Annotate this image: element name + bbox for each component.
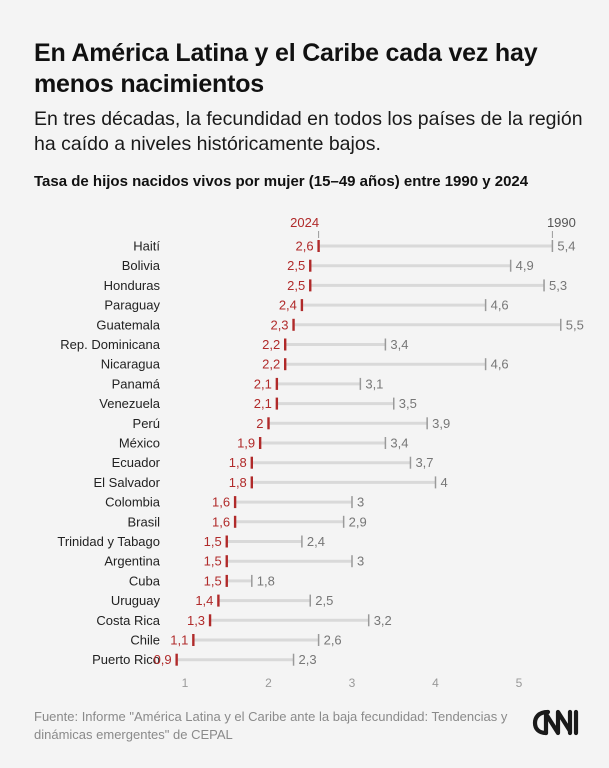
value-2024-label: 2,1 [254, 376, 272, 391]
country-label: Costa Rica [96, 613, 160, 628]
value-2024-label: 1,3 [187, 613, 205, 628]
value-1990-label: 4,9 [516, 258, 534, 273]
country-label: Venezuela [99, 396, 160, 411]
value-1990-label: 4,6 [491, 357, 509, 372]
source-note: Fuente: Informe "América Latina y el Car… [34, 709, 508, 742]
value-2024-label: 2,2 [262, 337, 280, 352]
country-label: México [119, 436, 160, 451]
value-2024-label: 1,8 [229, 475, 247, 490]
value-1990-label: 3 [357, 554, 364, 569]
country-label: Brasil [127, 514, 160, 529]
page-title: En América Latina y el Caribe cada vez h… [34, 39, 538, 98]
value-2024-label: 1,9 [237, 436, 255, 451]
value-1990-label: 1,8 [257, 573, 275, 588]
cnn-logo [532, 702, 584, 742]
value-1990-label: 3,4 [390, 436, 408, 451]
value-1990-label: 5,5 [566, 317, 584, 332]
country-label: Uruguay [111, 593, 161, 608]
value-2024-label: 2,1 [254, 396, 272, 411]
value-2024-label: 1,8 [229, 455, 247, 470]
value-2024-label: 2,5 [287, 258, 305, 273]
value-2024-label: 2,6 [296, 239, 314, 254]
value-2024-label: 2 [256, 416, 263, 431]
country-label: Haití [133, 239, 160, 254]
value-1990-label: 3,9 [432, 416, 450, 431]
value-2024-label: 1,5 [204, 534, 222, 549]
value-1990-label: 3,7 [415, 455, 433, 470]
x-tick-label: 1 [182, 676, 189, 690]
country-label: Rep. Dominicana [60, 337, 160, 352]
country-label: Honduras [104, 278, 161, 293]
value-1990-label: 3,5 [399, 396, 417, 411]
value-2024-label: 1,6 [212, 495, 230, 510]
value-2024-label: 1,5 [204, 573, 222, 588]
value-1990-label: 4,6 [491, 298, 509, 313]
value-2024-label: 2,3 [270, 317, 288, 332]
value-1990-label: 2,9 [349, 514, 367, 529]
value-1990-label: 4 [441, 475, 448, 490]
country-label: Ecuador [112, 455, 161, 470]
country-label: Guatemala [96, 317, 160, 332]
value-2024-label: 2,2 [262, 357, 280, 372]
value-2024-label: 1,1 [170, 633, 188, 648]
value-2024-label: 1,5 [204, 554, 222, 569]
value-1990-label: 3,4 [390, 337, 408, 352]
value-1990-label: 2,4 [307, 534, 325, 549]
value-1990-label: 3 [357, 495, 364, 510]
country-label: Cuba [129, 573, 161, 588]
value-1990-label: 2,3 [299, 652, 317, 667]
x-tick-label: 3 [349, 676, 356, 690]
value-2024-label: 2,5 [287, 278, 305, 293]
legend-2024-label: 2024 [290, 215, 319, 230]
value-1990-label: 5,3 [549, 278, 567, 293]
country-label: Trinidad y Tabago [57, 534, 160, 549]
value-2024-label: 1,6 [212, 514, 230, 529]
value-1990-label: 3,1 [365, 376, 383, 391]
value-1990-label: 5,4 [557, 239, 575, 254]
dumbbell-chart: 2024 1990 Haití 2,6 5,4 Bolivia 2,5 4,9 Honduras… [57, 215, 584, 690]
x-tick-label: 2 [265, 676, 272, 690]
country-label: Puerto Rico [92, 652, 160, 667]
country-label: Panamá [112, 376, 161, 391]
value-1990-label: 3,2 [374, 613, 392, 628]
country-label: Nicaragua [101, 357, 161, 372]
country-label: El Salvador [94, 475, 161, 490]
country-label: Perú [133, 416, 160, 431]
value-1990-label: 2,6 [324, 633, 342, 648]
value-2024-label: 1,4 [195, 593, 213, 608]
logo-art [532, 709, 579, 736]
x-tick-label: 5 [516, 676, 523, 690]
value-2024-label: 0,9 [154, 652, 172, 667]
page-subtitle: En tres décadas, la fecundidad en todos … [34, 108, 583, 155]
value-2024-label: 2,4 [279, 298, 297, 313]
country-label: Argentina [104, 554, 160, 569]
country-label: Paraguay [104, 298, 160, 313]
x-tick-label: 4 [432, 676, 439, 690]
legend-1990-label: 1990 [547, 215, 576, 230]
country-label: Colombia [105, 495, 161, 510]
chart-title: Tasa de hijos nacidos vivos por mujer (1… [34, 173, 529, 190]
value-1990-label: 2,5 [315, 593, 333, 608]
country-label: Bolivia [122, 258, 161, 273]
country-label: Chile [130, 633, 160, 648]
